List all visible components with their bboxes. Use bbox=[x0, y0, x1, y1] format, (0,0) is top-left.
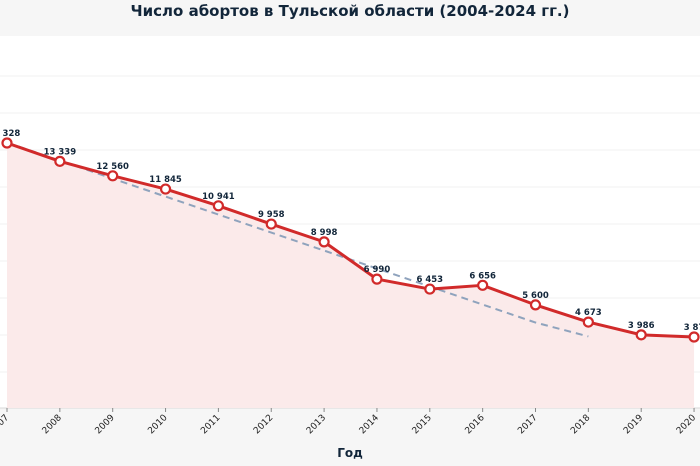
data-point bbox=[212, 200, 224, 212]
data-label: 6 656 bbox=[469, 271, 496, 281]
data-point bbox=[371, 273, 383, 285]
x-tick-label: 2017 bbox=[516, 413, 539, 436]
x-tick-label: 2016 bbox=[464, 413, 487, 436]
data-label: 6 990 bbox=[364, 265, 391, 275]
tick-layer: 2007 2008 2009 2010 2011 2012 2013 2014 2015 2016… bbox=[0, 408, 698, 436]
data-point bbox=[1, 137, 13, 149]
data-point bbox=[159, 183, 172, 195]
data-label: 12 560 bbox=[96, 162, 129, 172]
data-point bbox=[529, 299, 542, 311]
data-point bbox=[477, 279, 489, 291]
data-label: 4 673 bbox=[575, 308, 602, 318]
label-layer: 4 328 13 339 12 560 11 845 10 941 9 958 8 998 6… bbox=[0, 129, 700, 333]
x-tick-label: 2010 bbox=[146, 413, 169, 436]
data-point bbox=[107, 170, 119, 182]
data-label: 4 328 bbox=[0, 129, 20, 139]
data-point bbox=[318, 236, 330, 248]
data-label: 11 845 bbox=[149, 175, 182, 185]
data-label: 3 87 bbox=[684, 323, 700, 333]
x-tick-label: 2020 bbox=[675, 413, 698, 436]
data-point bbox=[265, 218, 277, 230]
x-tick-label: 2015 bbox=[411, 413, 434, 436]
line-layer bbox=[6, 141, 695, 339]
trend-line bbox=[6, 141, 589, 338]
data-point bbox=[635, 329, 647, 341]
x-tick-label: 2007 bbox=[0, 413, 11, 436]
series-line bbox=[6, 141, 695, 339]
series-area bbox=[7, 143, 695, 408]
data-label: 5 600 bbox=[522, 291, 549, 301]
data-label: 8 998 bbox=[311, 228, 338, 238]
data-point bbox=[54, 155, 66, 167]
x-tick-label: 2018 bbox=[569, 413, 592, 436]
data-label: 9 958 bbox=[258, 210, 285, 220]
area-layer bbox=[7, 143, 695, 408]
point-layer bbox=[1, 137, 700, 343]
x-tick-label: 2013 bbox=[305, 413, 328, 436]
trend-layer bbox=[6, 141, 589, 338]
x-tick-label: 2008 bbox=[41, 413, 64, 436]
x-tick-label: 2009 bbox=[94, 413, 117, 436]
x-tick-label: 2014 bbox=[358, 413, 381, 436]
data-label: 10 941 bbox=[202, 192, 235, 202]
data-point bbox=[424, 283, 436, 295]
data-label: 13 339 bbox=[44, 147, 77, 157]
chart-title: Число абортов в Тульской области (2004-2… bbox=[130, 2, 570, 20]
x-tick-label: 2011 bbox=[199, 413, 222, 436]
data-label: 3 986 bbox=[628, 321, 655, 331]
x-tick-label: 2019 bbox=[622, 413, 645, 436]
data-label: 6 453 bbox=[416, 275, 443, 285]
x-tick-label: 2012 bbox=[252, 413, 275, 436]
data-point bbox=[688, 331, 700, 343]
x-axis-label: Год bbox=[337, 446, 363, 460]
data-point bbox=[582, 316, 594, 328]
